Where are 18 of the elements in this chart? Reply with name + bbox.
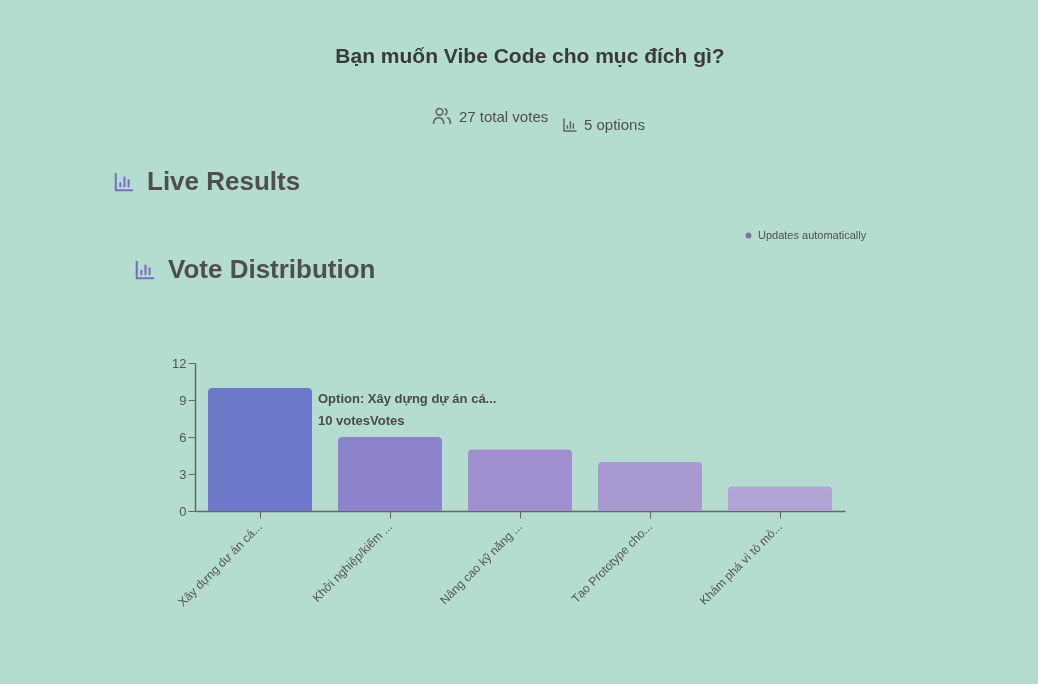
y-tick-label: 9: [179, 392, 187, 408]
y-tick-label: 3: [179, 466, 187, 482]
y-tick-label: 6: [179, 429, 187, 445]
chart-title: Bạn muốn Vibe Code cho mục đích gì?: [334, 44, 726, 68]
y-tick-label: 12: [172, 355, 187, 371]
bar: [468, 449, 572, 511]
text: Vote Distribution: [168, 254, 376, 285]
bar: [598, 461, 702, 511]
annotation: Option: Xây dựng dự án cá...: [318, 391, 497, 406]
y-tick-label: 0: [179, 503, 187, 519]
text: Live Results: [147, 166, 301, 197]
text: 5 options: [584, 116, 645, 133]
bar: [728, 486, 832, 511]
text: 27 total votes: [459, 107, 549, 125]
bar: [208, 387, 312, 511]
text: Updates automatically: [758, 229, 867, 241]
annotation: 10 votesVotes: [318, 413, 405, 428]
bar: [338, 437, 442, 511]
